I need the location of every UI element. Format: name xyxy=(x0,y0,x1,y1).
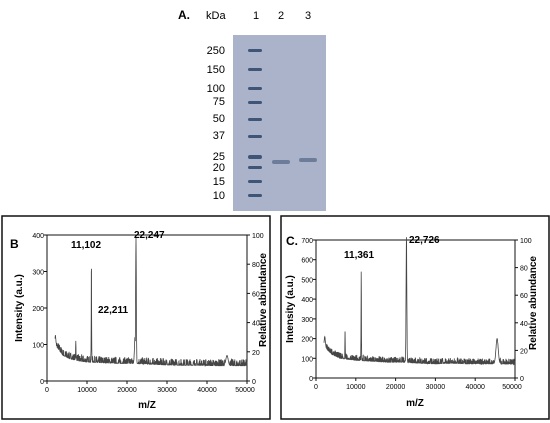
x-tick-b: 40000 xyxy=(197,387,217,394)
marker-label-37: 37 xyxy=(213,130,225,142)
x-tick-b: 50000 xyxy=(235,387,255,394)
panel-c-label: C. xyxy=(286,234,298,248)
y2-tick-c: 80 xyxy=(520,266,528,273)
ladder-band xyxy=(248,166,262,169)
ladder-band xyxy=(248,101,262,104)
sample-band-lane-2 xyxy=(272,160,290,164)
y-axis-label-b: Intensity (a.u.) xyxy=(14,274,25,342)
y-tick-c: 100 xyxy=(301,356,313,363)
y-tick-c: 200 xyxy=(301,337,313,344)
marker-label-75: 75 xyxy=(213,96,225,108)
y2-tick-b: 0 xyxy=(252,379,256,386)
marker-label-250: 250 xyxy=(207,45,225,57)
peak-annotation-b: 22,247 xyxy=(134,230,165,241)
y-tick-b: 200 xyxy=(32,306,44,313)
y2-tick-c: 100 xyxy=(520,238,532,245)
x-tick-b: 20000 xyxy=(117,387,137,394)
peak-annotation-b: 11,102 xyxy=(71,240,101,251)
ladder-band xyxy=(248,68,262,71)
x-tick-c: 0 xyxy=(314,384,318,391)
panel-c-border xyxy=(280,215,550,420)
y-tick-c: 300 xyxy=(301,317,313,324)
marker-label-25: 25 xyxy=(213,151,225,163)
marker-label-100: 100 xyxy=(207,83,225,95)
ladder-band xyxy=(248,180,262,183)
ladder-band xyxy=(248,118,262,121)
y-tick-c: 500 xyxy=(301,277,313,284)
marker-label-20: 20 xyxy=(213,162,225,174)
x-tick-c: 30000 xyxy=(426,384,446,391)
x-tick-c: 40000 xyxy=(465,384,485,391)
marker-label-10: 10 xyxy=(213,190,225,202)
kda-label: kDa xyxy=(206,10,226,22)
y2-tick-b: 20 xyxy=(252,350,260,357)
y2-tick-b: 60 xyxy=(252,291,260,298)
ladder-band xyxy=(248,87,262,90)
y2-tick-b: 40 xyxy=(252,321,260,328)
marker-label-15: 15 xyxy=(213,176,225,188)
gel-panel-label: A. xyxy=(178,8,190,22)
y-tick-b: 300 xyxy=(32,270,44,277)
lane-label-1: 1 xyxy=(253,10,259,22)
ladder-band xyxy=(248,155,262,159)
x-tick-b: 30000 xyxy=(157,387,177,394)
x-tick-b: 10000 xyxy=(77,387,97,394)
spectrum-trace-c xyxy=(323,237,516,366)
ladder-band xyxy=(248,49,262,52)
lane-label-2: 2 xyxy=(278,10,284,22)
panel-b-label: B xyxy=(10,237,19,251)
panel-b-border xyxy=(1,215,271,420)
y2-tick-b: 100 xyxy=(252,233,264,240)
ladder-band xyxy=(248,135,262,138)
y2-tick-b: 80 xyxy=(252,262,260,269)
y-axis-label-c: Intensity (a.u.) xyxy=(285,275,296,343)
x-tick-c: 50000 xyxy=(502,384,522,391)
spectrum-trace-b xyxy=(54,237,248,367)
x-tick-c: 20000 xyxy=(386,384,406,391)
marker-label-150: 150 xyxy=(207,64,225,76)
peak-annotation-b: 22,211 xyxy=(98,305,128,316)
y2-tick-c: 60 xyxy=(520,293,528,300)
y-tick-c: 700 xyxy=(301,238,313,245)
x-axis-label-b: m/Z xyxy=(138,400,156,411)
peak-annotation-c: 22,726 xyxy=(409,235,440,246)
y2-tick-c: 40 xyxy=(520,321,528,328)
x-tick-c: 10000 xyxy=(346,384,366,391)
y-tick-c: 600 xyxy=(301,258,313,265)
plot-frame-c xyxy=(315,239,516,379)
ladder-band xyxy=(248,194,262,197)
y-tick-c: 0 xyxy=(309,376,313,383)
lane-label-3: 3 xyxy=(305,10,311,22)
y-tick-b: 0 xyxy=(40,379,44,386)
y-tick-b: 400 xyxy=(32,233,44,240)
gel-panel: A. kDa 1 2 3 250 150 100 75 50 37 25 20 … xyxy=(178,8,326,211)
x-axis-label-c: m/Z xyxy=(406,398,424,409)
y2-axis-label-b: Relative abundance xyxy=(258,253,269,347)
x-tick-b: 0 xyxy=(45,387,49,394)
marker-label-50: 50 xyxy=(213,113,225,125)
gel-image xyxy=(233,35,326,211)
y2-tick-c: 20 xyxy=(520,348,528,355)
y-tick-b: 100 xyxy=(32,343,44,350)
y-tick-c: 400 xyxy=(301,297,313,304)
spectrum-panel-c: C. 0 100 200 300 400 500 600 700 0 xyxy=(280,215,550,420)
sample-band-lane-3 xyxy=(299,158,317,162)
peak-annotation-c: 11,361 xyxy=(344,250,374,261)
y2-tick-c: 0 xyxy=(520,376,524,383)
y2-axis-label-c: Relative abundance xyxy=(528,256,539,350)
spectrum-panel-b: B 0 100 200 300 400 0 20 40 60 80 xyxy=(1,215,271,420)
